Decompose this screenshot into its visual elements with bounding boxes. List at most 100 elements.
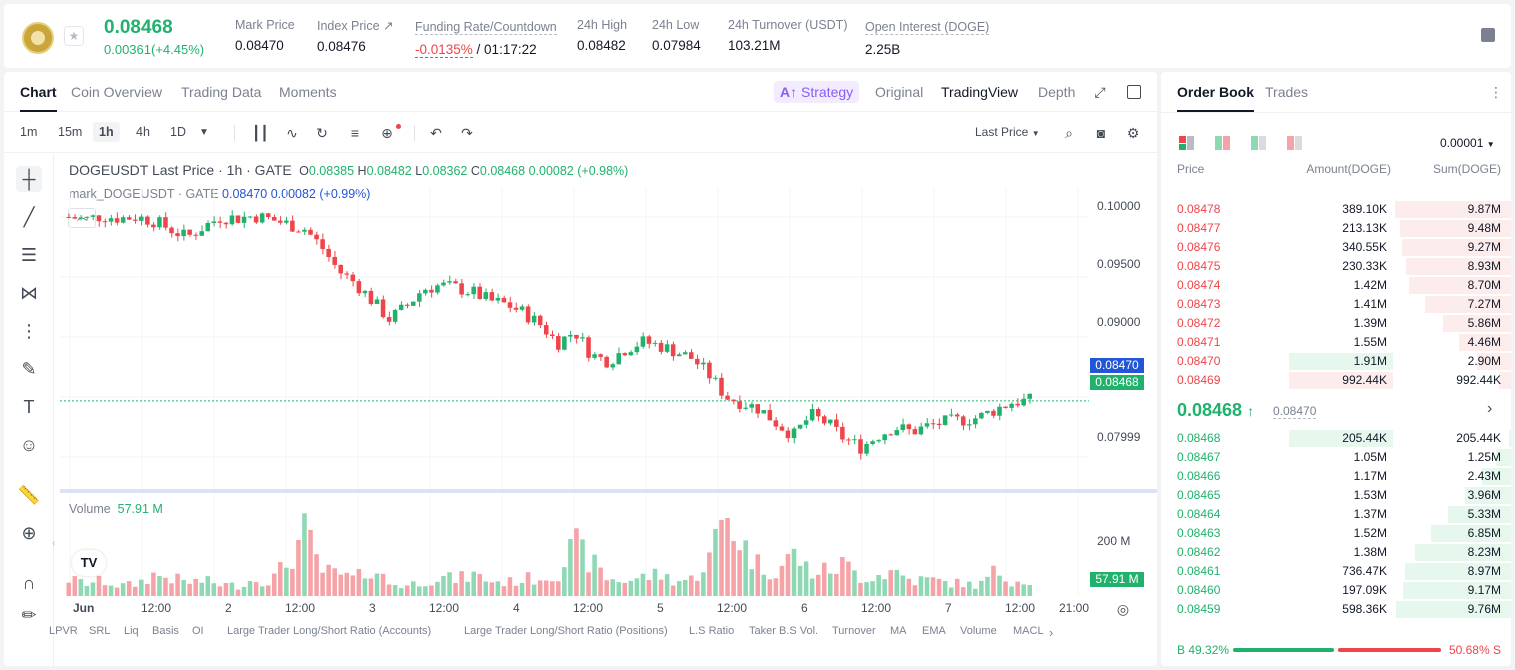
tab-trades[interactable]: Trades <box>1265 84 1309 100</box>
refresh-icon[interactable]: ↻ <box>316 125 328 141</box>
stat-index-price[interactable]: Index Price ↗ 0.08476 <box>317 18 393 54</box>
bid-row[interactable]: 0.08462 1.38M 8.23M <box>1161 543 1511 562</box>
chart-settings-icon[interactable]: ◎ <box>1116 601 1130 617</box>
volume-bar <box>574 528 579 596</box>
ask-row[interactable]: 0.08477 213.13K 9.48M <box>1161 219 1511 238</box>
zoom-in-icon[interactable]: ⊕ <box>21 523 37 543</box>
ask-row[interactable]: 0.08472 1.39M 5.86M <box>1161 314 1511 333</box>
ask-row[interactable]: 0.08469 992.44K 992.44K <box>1161 371 1511 390</box>
text-icon[interactable]: T <box>23 397 35 417</box>
camera-icon[interactable]: ◙ <box>1096 125 1106 141</box>
view-both-alt-icon[interactable] <box>1215 136 1231 150</box>
indicator-taker-bs[interactable]: Taker B.S Vol. <box>749 625 819 637</box>
funding-rate-value: -0.0135% <box>415 42 473 58</box>
bid-row[interactable]: 0.08465 1.53M 3.96M <box>1161 486 1511 505</box>
tab-chart[interactable]: Chart <box>20 84 57 112</box>
chevron-down-icon[interactable]: ▼ <box>199 127 209 138</box>
settings-list-icon[interactable]: ≡ <box>350 125 360 141</box>
ask-row[interactable]: 0.08475 230.33K 8.93M <box>1161 257 1511 276</box>
horizontal-lines-icon[interactable]: ☰ <box>20 245 38 265</box>
more-icon[interactable]: ⋮ <box>1489 84 1503 100</box>
indicator-lpvr[interactable]: LPVR <box>49 625 78 637</box>
timeframe-1d[interactable]: 1D <box>170 125 186 139</box>
candlestick-chart[interactable] <box>4 72 1157 666</box>
tab-moments[interactable]: Moments <box>279 84 337 100</box>
tab-original[interactable]: Original <box>875 84 924 100</box>
price-type-select[interactable]: Last Price ▼ <box>975 125 1040 139</box>
add-indicator-icon[interactable]: ⊕ <box>381 125 393 141</box>
gear-icon[interactable]: ⚙ <box>1126 125 1140 141</box>
indicator-liq[interactable]: Liq <box>124 625 139 637</box>
ask-row[interactable]: 0.08470 1.91M 2.90M <box>1161 352 1511 371</box>
ob-amount: 1.38M <box>1353 545 1387 559</box>
indicator-ema[interactable]: EMA <box>922 625 946 637</box>
volume-bar <box>900 575 906 596</box>
ask-row[interactable]: 0.08478 389.10K 9.87M <box>1161 200 1511 219</box>
trend-line-icon[interactable]: ╱ <box>23 207 35 227</box>
bid-row[interactable]: 0.08468 205.44K 205.44K <box>1161 429 1511 448</box>
fib-icon[interactable]: ⋮ <box>20 321 38 341</box>
tab-coin-overview[interactable]: Coin Overview <box>71 84 163 100</box>
ob-price: 0.08464 <box>1177 507 1221 521</box>
emoji-icon[interactable]: ☺ <box>19 435 39 455</box>
timeframe-4h[interactable]: 4h <box>136 125 150 139</box>
ask-row[interactable]: 0.08471 1.55M 4.46M <box>1161 333 1511 352</box>
crosshair-icon[interactable]: ┼ <box>16 166 42 192</box>
magnet-icon[interactable]: ∩ <box>22 573 36 593</box>
bid-row[interactable]: 0.08459 598.36K 9.76M <box>1161 600 1511 619</box>
indicator-macd[interactable]: MACL <box>1013 625 1044 637</box>
ask-row[interactable]: 0.08474 1.42M 8.70M <box>1161 276 1511 295</box>
bid-row[interactable]: 0.08467 1.05M 1.25M <box>1161 448 1511 467</box>
timeframe-15m[interactable]: 15m <box>58 125 83 139</box>
bid-row[interactable]: 0.08466 1.17M 2.43M <box>1161 467 1511 486</box>
timeframe-1h[interactable]: 1h <box>93 122 120 142</box>
bid-row[interactable]: 0.08463 1.52M 6.85M <box>1161 524 1511 543</box>
bid-row[interactable]: 0.08464 1.37M 5.33M <box>1161 505 1511 524</box>
view-asks-icon[interactable] <box>1287 136 1303 150</box>
candle-body <box>326 248 331 257</box>
tab-order-book[interactable]: Order Book <box>1177 84 1255 112</box>
brush-icon[interactable]: ✎ <box>21 359 37 379</box>
window-icon[interactable] <box>1127 85 1141 99</box>
pattern-icon[interactable]: ⋈ <box>20 283 38 303</box>
indicator-basis[interactable]: Basis <box>152 625 179 637</box>
arrow-up-icon: ↑ <box>1247 403 1255 419</box>
expand-icon[interactable]: ⤢ <box>1094 84 1106 100</box>
ask-row[interactable]: 0.08476 340.55K 9.27M <box>1161 238 1511 257</box>
candle-body <box>302 229 307 232</box>
tab-trading-data[interactable]: Trading Data <box>181 84 262 100</box>
x-tick-label: 12:00 <box>141 601 172 615</box>
indicator-oi[interactable]: OI <box>192 625 204 637</box>
candles-icon[interactable]: ┃┃ <box>252 125 269 141</box>
volume-bar <box>314 554 319 596</box>
indicator-volume[interactable]: Volume <box>960 625 997 637</box>
tab-tradingview[interactable]: TradingView <box>941 84 1019 100</box>
indicator-ma[interactable]: MA <box>890 625 907 637</box>
view-both-icon[interactable] <box>1179 136 1195 150</box>
favorite-star-icon[interactable]: ★ <box>64 26 84 46</box>
precision-select[interactable]: 0.00001 ▼ <box>1440 136 1495 150</box>
redo-icon[interactable]: ↷ <box>461 125 473 141</box>
chevron-right-icon[interactable]: › <box>1487 400 1493 417</box>
indicator-turnover[interactable]: Turnover <box>832 625 876 637</box>
timeframe-1m[interactable]: 1m <box>20 125 38 139</box>
chevron-right-icon[interactable]: › <box>1049 625 1054 640</box>
undo-icon[interactable]: ↶ <box>430 125 442 141</box>
view-bids-icon[interactable] <box>1251 136 1267 150</box>
ask-row[interactable]: 0.08473 1.41M 7.27M <box>1161 295 1511 314</box>
strategy-button[interactable]: A↑ Strategy <box>774 81 860 103</box>
indicators-icon[interactable]: ∿ <box>286 125 298 141</box>
indicator-lt-ls-positions[interactable]: Large Trader Long/Short Ratio (Positions… <box>464 625 668 637</box>
tab-depth[interactable]: Depth <box>1038 84 1076 100</box>
search-icon[interactable]: ⌕ <box>1065 125 1073 141</box>
candle-body <box>821 416 827 424</box>
indicator-ls-ratio[interactable]: L.S Ratio <box>689 625 735 637</box>
bid-row[interactable]: 0.08460 197.09K 9.17M <box>1161 581 1511 600</box>
bid-row[interactable]: 0.08461 736.47K 8.97M <box>1161 562 1511 581</box>
book-icon[interactable] <box>1481 28 1495 42</box>
pencil-lock-icon[interactable]: ✏ <box>21 605 37 625</box>
indicator-lt-ls-accounts[interactable]: Large Trader Long/Short Ratio (Accounts) <box>227 625 432 637</box>
chevron-left-icon[interactable]: ‹ <box>52 538 56 549</box>
indicator-srl[interactable]: SRL <box>89 625 111 637</box>
ruler-icon[interactable]: 📏 <box>17 485 41 505</box>
